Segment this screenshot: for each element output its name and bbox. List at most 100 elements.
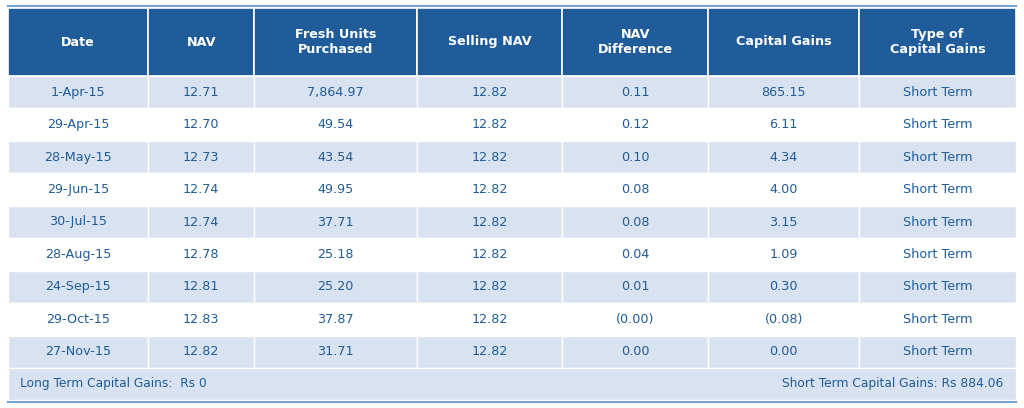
Bar [562, 335, 708, 368]
Bar [859, 76, 1016, 109]
Text: 0.01: 0.01 [621, 280, 649, 293]
Bar [8, 335, 148, 368]
Bar [8, 76, 148, 109]
Bar [859, 173, 1016, 206]
Text: Selling NAV: Selling NAV [447, 35, 531, 49]
Bar [148, 8, 254, 76]
Bar [562, 238, 708, 271]
Bar [8, 173, 148, 206]
Bar [417, 303, 562, 335]
Bar [417, 76, 562, 109]
Bar [708, 109, 859, 141]
Bar [254, 8, 417, 76]
Bar [8, 206, 148, 238]
Text: 12.73: 12.73 [183, 151, 219, 164]
Bar [708, 303, 859, 335]
Bar [708, 76, 859, 109]
Bar [417, 238, 562, 271]
Text: Fresh Units
Purchased: Fresh Units Purchased [295, 28, 376, 56]
Text: 0.00: 0.00 [769, 345, 798, 358]
Bar [417, 335, 562, 368]
Bar [254, 76, 417, 109]
Text: (0.00): (0.00) [616, 313, 654, 326]
Bar [254, 206, 417, 238]
Text: Date: Date [61, 35, 95, 49]
Text: 6.11: 6.11 [769, 118, 798, 131]
Text: 12.82: 12.82 [183, 345, 219, 358]
Text: 12.82: 12.82 [471, 345, 508, 358]
Bar [254, 238, 417, 271]
Bar [417, 141, 562, 173]
Text: 30-Jul-15: 30-Jul-15 [49, 215, 106, 228]
Bar [254, 303, 417, 335]
Text: 0.10: 0.10 [621, 151, 649, 164]
Bar [417, 271, 562, 303]
Text: 1-Apr-15: 1-Apr-15 [50, 86, 105, 99]
Text: 25.18: 25.18 [317, 248, 354, 261]
Text: Short Term: Short Term [903, 313, 973, 326]
Text: NAV
Difference: NAV Difference [598, 28, 673, 56]
Bar [562, 8, 708, 76]
Text: 12.78: 12.78 [183, 248, 219, 261]
Bar [708, 8, 859, 76]
Text: 12.82: 12.82 [471, 280, 508, 293]
Bar [148, 303, 254, 335]
Bar [254, 173, 417, 206]
Bar [708, 141, 859, 173]
Text: Short Term: Short Term [903, 215, 973, 228]
Bar [254, 335, 417, 368]
Text: NAV: NAV [186, 35, 216, 49]
Bar [562, 206, 708, 238]
Text: 0.08: 0.08 [621, 183, 649, 196]
Text: 4.34: 4.34 [769, 151, 798, 164]
Bar [708, 173, 859, 206]
Bar [148, 238, 254, 271]
Text: Capital Gains: Capital Gains [736, 35, 831, 49]
Text: 12.82: 12.82 [471, 313, 508, 326]
Bar [148, 76, 254, 109]
Text: 29-Apr-15: 29-Apr-15 [47, 118, 110, 131]
Text: 865.15: 865.15 [761, 86, 806, 99]
Text: 27-Nov-15: 27-Nov-15 [45, 345, 111, 358]
Text: Short Term: Short Term [903, 118, 973, 131]
Text: 7,864.97: 7,864.97 [307, 86, 364, 99]
Text: 28-Aug-15: 28-Aug-15 [45, 248, 112, 261]
Text: 49.54: 49.54 [317, 118, 353, 131]
Text: 12.82: 12.82 [471, 248, 508, 261]
Text: Short Term: Short Term [903, 86, 973, 99]
Bar [859, 206, 1016, 238]
Bar [708, 238, 859, 271]
Text: Long Term Capital Gains:  Rs 0: Long Term Capital Gains: Rs 0 [20, 377, 207, 390]
Text: Short Term Capital Gains: Rs 884.06: Short Term Capital Gains: Rs 884.06 [782, 377, 1004, 390]
Text: Short Term: Short Term [903, 345, 973, 358]
Text: 29-Oct-15: 29-Oct-15 [46, 313, 110, 326]
Text: 4.00: 4.00 [769, 183, 798, 196]
Text: 0.12: 0.12 [621, 118, 649, 131]
Text: 24-Sep-15: 24-Sep-15 [45, 280, 111, 293]
Bar [562, 141, 708, 173]
Bar [8, 8, 148, 76]
Bar [562, 303, 708, 335]
Text: 12.70: 12.70 [183, 118, 219, 131]
Text: (0.08): (0.08) [764, 313, 803, 326]
Bar [8, 109, 148, 141]
Bar [8, 303, 148, 335]
Text: 12.74: 12.74 [183, 215, 219, 228]
Text: 25.20: 25.20 [317, 280, 353, 293]
Bar [254, 271, 417, 303]
Text: 3.15: 3.15 [769, 215, 798, 228]
Text: 12.71: 12.71 [183, 86, 219, 99]
Text: 0.30: 0.30 [769, 280, 798, 293]
Text: 0.08: 0.08 [621, 215, 649, 228]
Bar [859, 271, 1016, 303]
Bar [148, 173, 254, 206]
Bar [148, 109, 254, 141]
Bar [148, 141, 254, 173]
Bar [859, 141, 1016, 173]
Bar [859, 335, 1016, 368]
Bar [859, 303, 1016, 335]
Bar [417, 8, 562, 76]
Bar [859, 8, 1016, 76]
Bar [8, 238, 148, 271]
Bar [254, 109, 417, 141]
